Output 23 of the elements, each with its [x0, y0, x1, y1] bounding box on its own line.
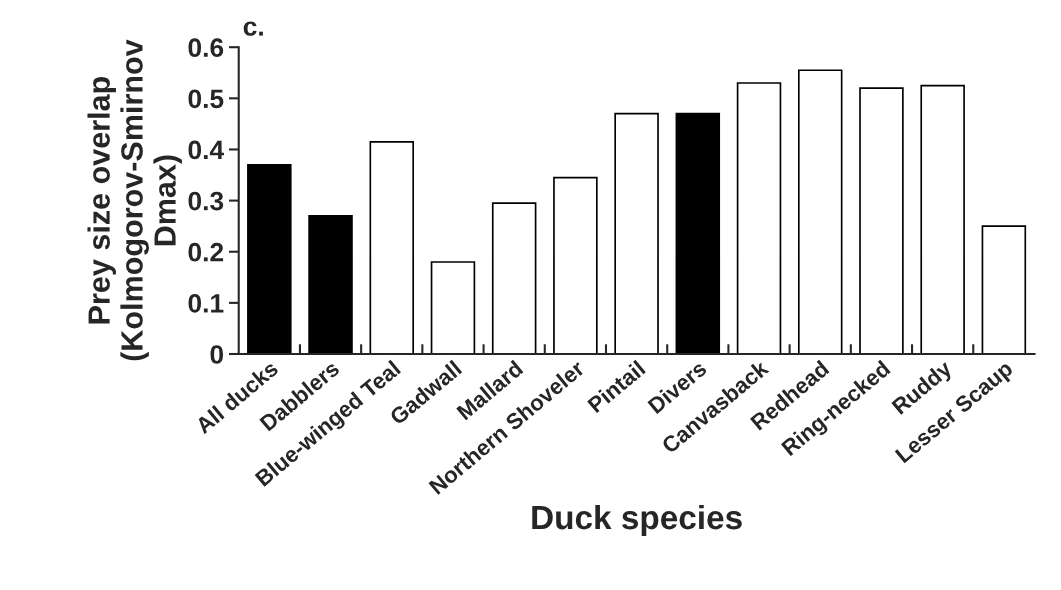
bar: [369, 140, 415, 354]
bar: [736, 82, 782, 354]
bar: [797, 69, 843, 354]
y-tick-label: 0: [210, 345, 224, 364]
bar: [491, 202, 537, 354]
bar: [308, 215, 353, 354]
chart-title: c.: [243, 21, 263, 36]
bar: [981, 225, 1027, 354]
y-tick-label: 0.6: [188, 38, 224, 58]
bar: [553, 176, 598, 354]
bar: [859, 87, 904, 354]
bar: [247, 163, 292, 354]
y-tick-label: 0.4: [188, 140, 224, 160]
bar: [430, 261, 476, 354]
y-tick-label: 0.3: [188, 191, 224, 211]
y-tick-label: 0.1: [188, 294, 224, 313]
y-tick-label: 0.5: [188, 89, 224, 109]
y-tick-label: 0.2: [188, 242, 224, 262]
x-axis-title: Duck species: [532, 504, 742, 536]
y-axis-title: Prey size overlap (Kolmogorov-Smirnov Dmax): [87, 39, 182, 361]
bar: [675, 112, 721, 354]
bar: [920, 84, 965, 354]
bar: [614, 112, 659, 354]
